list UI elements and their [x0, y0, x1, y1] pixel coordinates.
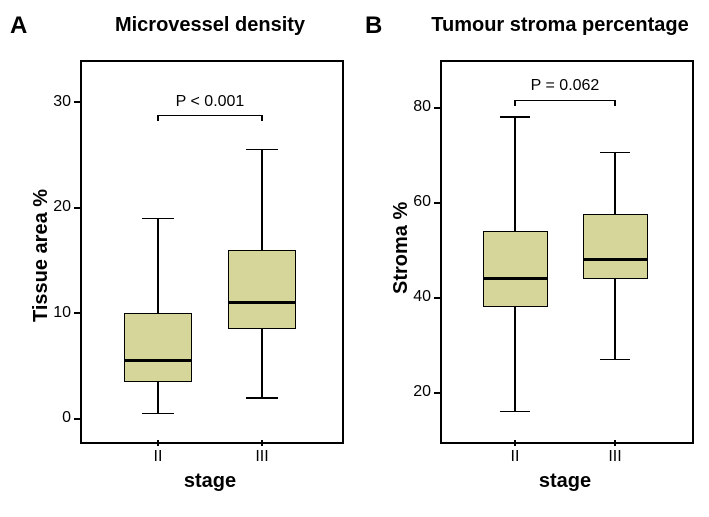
xtick-mark: [261, 440, 263, 446]
ytick-label: 30: [35, 93, 71, 111]
median-line: [483, 277, 548, 280]
cap-upper: [246, 149, 277, 151]
cap-lower: [246, 397, 277, 399]
ytick-label: 0: [35, 409, 71, 427]
p-bracket-tick: [514, 100, 516, 106]
ytick-mark: [74, 418, 80, 420]
whisker-upper: [614, 153, 616, 215]
p-value-text: P < 0.001: [160, 93, 260, 111]
cap-lower: [142, 413, 173, 415]
cap-upper: [142, 218, 173, 220]
median-line: [124, 359, 192, 362]
xtick-label: III: [595, 448, 635, 466]
ytick-mark: [74, 101, 80, 103]
cap-lower: [600, 359, 630, 361]
panel-title-B: Tumour stroma percentage: [400, 14, 709, 37]
box-III: [583, 214, 648, 278]
box-II: [124, 313, 192, 382]
ylabel-A: Tissue area %: [30, 188, 53, 321]
box-II: [483, 231, 548, 307]
p-bracket-tick: [261, 115, 263, 121]
p-bracket-tick: [614, 100, 616, 106]
p-bracket: [515, 100, 615, 107]
whisker-lower: [614, 279, 616, 360]
median-line: [228, 301, 296, 304]
cap-upper: [600, 152, 630, 154]
whisker-upper: [261, 150, 263, 250]
xlabel-A: stage: [170, 470, 250, 493]
xtick-label: III: [242, 448, 282, 466]
whisker-lower: [514, 307, 516, 412]
p-bracket-tick: [157, 115, 159, 121]
whisker-lower: [261, 329, 263, 398]
xlabel-B: stage: [525, 470, 605, 493]
ytick-mark: [434, 297, 440, 299]
figure-root: AMicrovessel density0102030Tissue area %…: [0, 0, 709, 517]
ytick-mark: [434, 107, 440, 109]
ytick-mark: [74, 312, 80, 314]
ytick-mark: [74, 207, 80, 209]
ytick-mark: [434, 202, 440, 204]
panel-label-A: A: [10, 12, 27, 40]
panel-title-A: Microvessel density: [70, 14, 350, 37]
p-value-text: P = 0.062: [515, 77, 615, 95]
panel-label-B: B: [365, 12, 382, 40]
xtick-label: II: [495, 448, 535, 466]
ytick-mark: [434, 392, 440, 394]
ytick-label: 20: [395, 383, 431, 401]
box-III: [228, 250, 296, 329]
cap-upper: [500, 116, 530, 118]
whisker-lower: [157, 382, 159, 414]
whisker-upper: [514, 117, 516, 231]
xtick-mark: [614, 440, 616, 446]
ytick-label: 80: [395, 98, 431, 116]
xtick-label: II: [138, 448, 178, 466]
p-bracket: [158, 115, 262, 122]
median-line: [583, 258, 648, 261]
cap-lower: [500, 411, 530, 413]
plot-frame-B: [440, 60, 694, 444]
ylabel-B: Stroma %: [390, 202, 413, 294]
whisker-upper: [157, 218, 159, 313]
xtick-mark: [514, 440, 516, 446]
xtick-mark: [157, 440, 159, 446]
